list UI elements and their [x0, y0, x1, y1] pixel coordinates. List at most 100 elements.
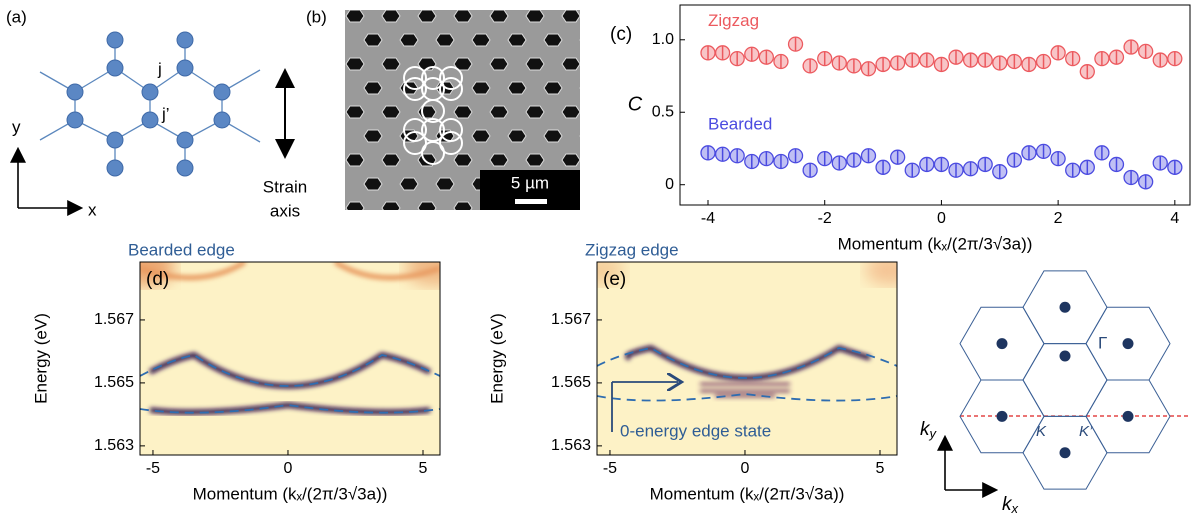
hole	[562, 58, 580, 70]
point-label: K	[1036, 423, 1047, 440]
y-tick-label: 1.563	[94, 437, 134, 454]
point	[1109, 50, 1123, 64]
point	[1022, 57, 1036, 71]
hole	[382, 10, 400, 22]
hole	[346, 58, 364, 70]
point	[1153, 156, 1167, 170]
axis-label: ky	[920, 419, 938, 441]
y-axis-label: Energy (eV)	[487, 313, 506, 404]
point	[949, 163, 963, 177]
zone-center	[1123, 411, 1134, 422]
hole	[364, 34, 382, 46]
point	[774, 155, 788, 169]
figure: (a) j j’ y x Strain axis (b)	[0, 0, 1203, 519]
y-tick-label: 1.565	[94, 374, 134, 391]
point	[818, 52, 832, 66]
hole	[454, 106, 472, 118]
point	[1066, 52, 1080, 66]
point	[891, 56, 905, 70]
point	[1066, 163, 1080, 177]
hole	[526, 154, 544, 166]
point	[701, 46, 715, 60]
point	[774, 55, 788, 69]
hole	[526, 10, 544, 22]
hole	[598, 154, 616, 166]
point	[1051, 46, 1065, 60]
hole	[544, 34, 562, 46]
point	[1109, 157, 1123, 171]
point	[920, 53, 934, 67]
point	[716, 46, 730, 60]
point	[789, 37, 803, 51]
hole	[364, 178, 382, 190]
x-tick-label: 0	[937, 210, 946, 227]
hole	[598, 10, 616, 22]
hole	[562, 106, 580, 118]
point	[1007, 55, 1021, 69]
legend-label: Zigzag	[708, 11, 759, 30]
panel-label: (e)	[603, 269, 626, 290]
y-axis-label: C	[628, 93, 643, 115]
legend-label: Bearded	[708, 114, 772, 133]
zone-center	[1060, 302, 1071, 313]
hole	[346, 106, 364, 118]
point	[978, 157, 992, 171]
hole	[382, 58, 400, 70]
hole	[544, 82, 562, 94]
zone-center	[1060, 351, 1071, 362]
point	[905, 53, 919, 67]
point	[701, 146, 715, 160]
x-tick-label: -5	[146, 460, 160, 477]
x-tick-label: 5	[419, 460, 428, 477]
point-label: Γ	[1098, 333, 1107, 352]
y-tick-label: 1.565	[551, 374, 591, 391]
point	[745, 47, 759, 61]
hole	[346, 10, 364, 22]
y-axis-label: Energy (eV)	[31, 313, 50, 404]
y-tick-label: 1.567	[94, 311, 134, 328]
hole	[472, 130, 490, 142]
point	[861, 149, 875, 163]
x-tick-label: 2	[1054, 210, 1063, 227]
hole	[346, 202, 364, 214]
lattice-panel: (a) j j’ y x Strain axis	[6, 7, 307, 220]
panel-label: (b)	[306, 7, 327, 26]
axis-label: x	[88, 200, 97, 219]
point	[1095, 146, 1109, 160]
hole	[490, 10, 508, 22]
y-tick-label: 1.567	[551, 311, 591, 328]
hole	[616, 178, 634, 190]
point	[1124, 170, 1138, 184]
hole	[616, 130, 634, 142]
point	[876, 160, 890, 174]
hole	[346, 154, 364, 166]
point	[993, 56, 1007, 70]
point	[832, 156, 846, 170]
point	[803, 59, 817, 73]
hole	[598, 58, 616, 70]
scale-label: 5 µm	[511, 173, 549, 192]
hole	[418, 106, 436, 118]
point	[789, 149, 803, 163]
y-tick-label: 0.5	[652, 103, 674, 120]
strain-label: axis	[270, 201, 300, 220]
hole	[454, 154, 472, 166]
point	[934, 57, 948, 71]
scale-bar	[515, 199, 547, 204]
hole	[544, 130, 562, 142]
point	[847, 153, 861, 167]
x-tick-label: 0	[284, 460, 293, 477]
point	[745, 155, 759, 169]
point	[1022, 146, 1036, 160]
point	[1139, 175, 1153, 189]
point	[978, 53, 992, 67]
x-tick-label: 4	[1170, 210, 1179, 227]
point	[1080, 160, 1094, 174]
hole	[526, 58, 544, 70]
chart-title: Bearded edge	[128, 240, 235, 259]
point	[949, 50, 963, 64]
point	[876, 57, 890, 71]
zone-center	[997, 411, 1008, 422]
point	[1037, 55, 1051, 69]
hole	[382, 106, 400, 118]
